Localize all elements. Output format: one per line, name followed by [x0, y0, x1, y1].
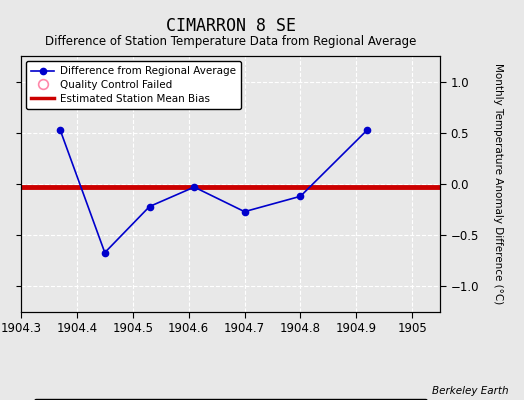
- Legend: Station Move, Record Gap, Time of Obs. Change, Empirical Break: Station Move, Record Gap, Time of Obs. C…: [34, 398, 427, 400]
- Text: CIMARRON 8 SE: CIMARRON 8 SE: [166, 17, 296, 35]
- Y-axis label: Monthly Temperature Anomaly Difference (°C): Monthly Temperature Anomaly Difference (…: [493, 63, 503, 305]
- Text: Berkeley Earth: Berkeley Earth: [432, 386, 508, 396]
- Text: Difference of Station Temperature Data from Regional Average: Difference of Station Temperature Data f…: [45, 36, 416, 48]
